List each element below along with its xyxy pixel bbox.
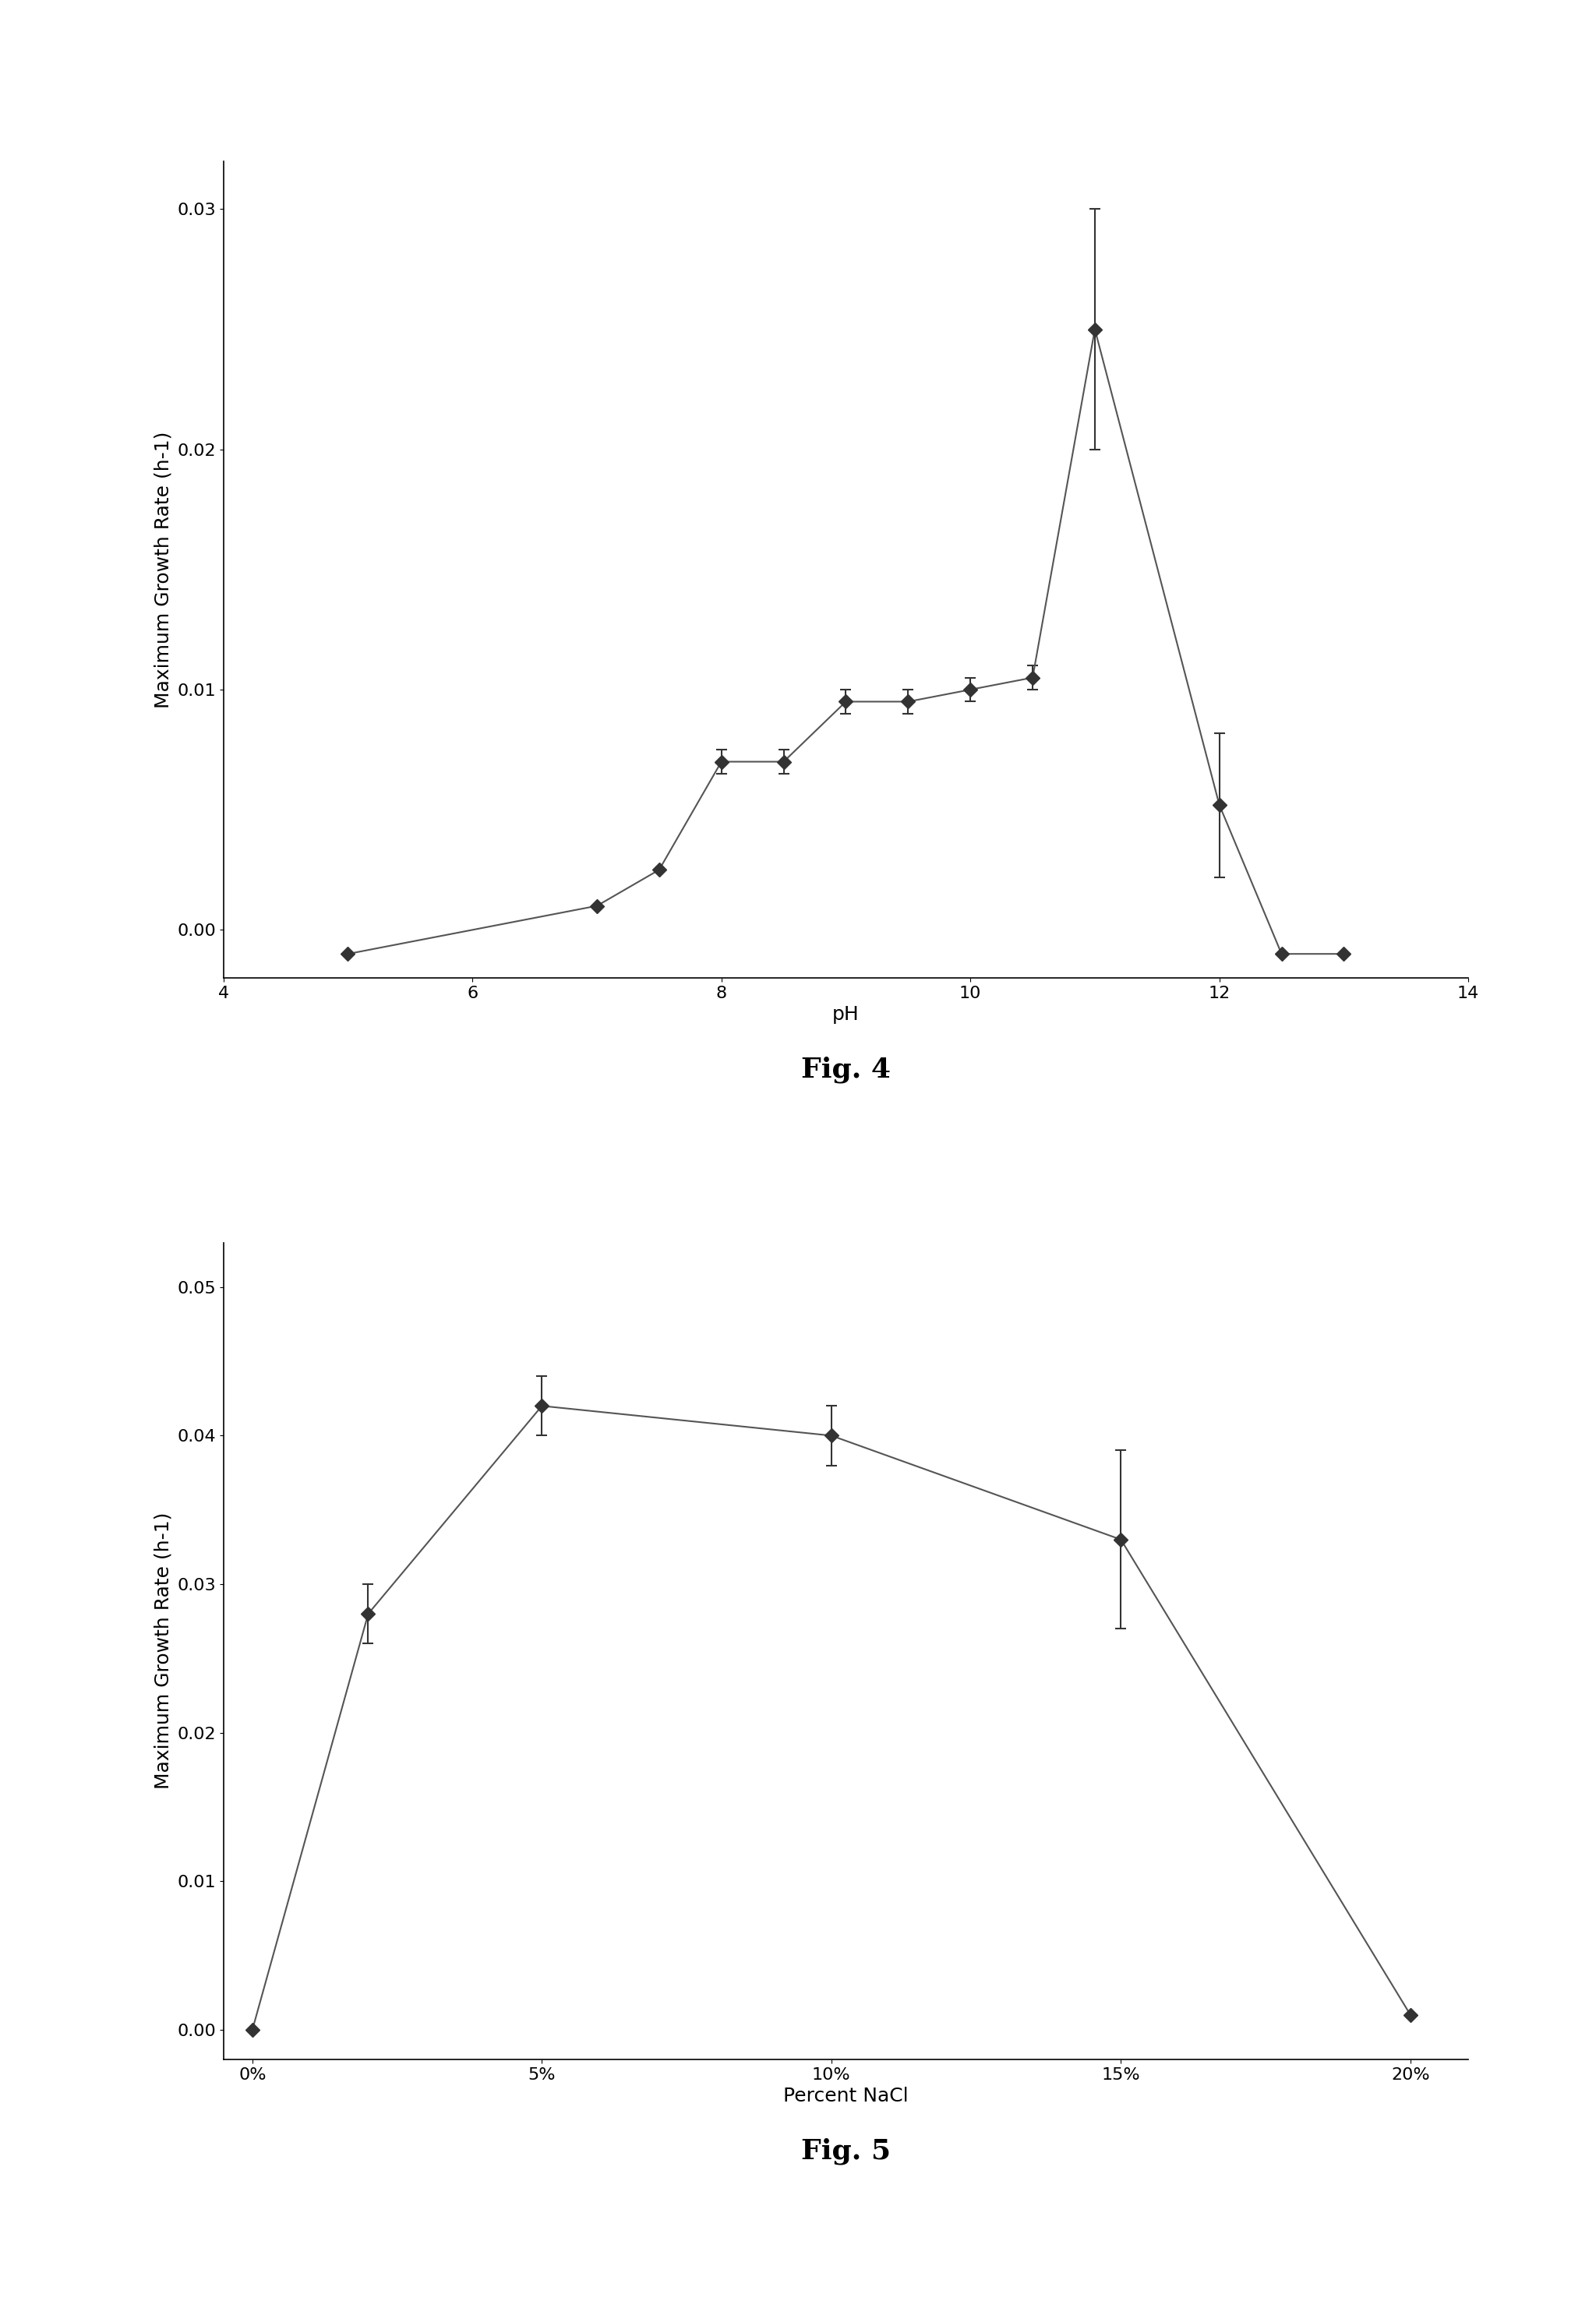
- X-axis label: pH: pH: [833, 1006, 859, 1024]
- Y-axis label: Maximum Growth Rate (h-1): Maximum Growth Rate (h-1): [155, 1512, 172, 1790]
- Y-axis label: Maximum Growth Rate (h-1): Maximum Growth Rate (h-1): [155, 430, 172, 709]
- Text: Fig. 5: Fig. 5: [801, 2138, 891, 2165]
- X-axis label: Percent NaCl: Percent NaCl: [784, 2087, 908, 2105]
- Text: Fig. 4: Fig. 4: [801, 1056, 891, 1084]
